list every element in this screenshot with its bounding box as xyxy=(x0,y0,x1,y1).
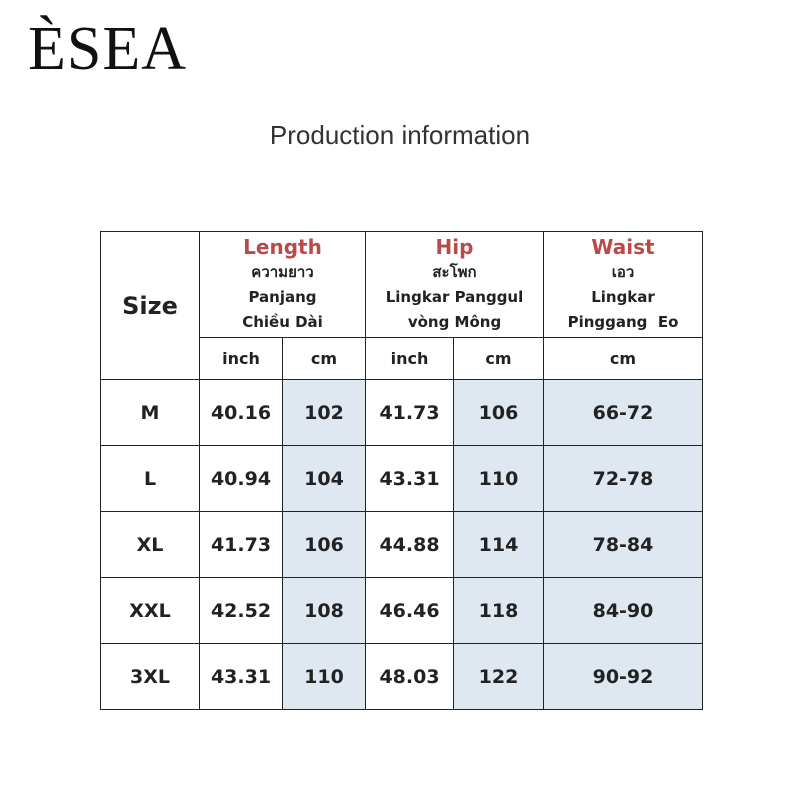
group-subtitle: Lingkar xyxy=(591,288,655,306)
value-cell: 108 xyxy=(282,577,366,644)
value-cell: 106 xyxy=(282,511,366,578)
group-header: Waist เอว Lingkar Pinggang Eo xyxy=(543,231,703,338)
logo: ÈSEA xyxy=(28,15,187,83)
unit-cell: cm xyxy=(282,337,366,380)
data-row: L 40.94 104 43.31 110 72-78 xyxy=(100,445,703,512)
value-cell: 40.94 xyxy=(199,445,283,512)
size-cell: L xyxy=(100,445,200,512)
value-cell: 66-72 xyxy=(543,379,703,446)
group-header: Hip สะโพก Lingkar Panggul vòng Mông xyxy=(365,231,544,338)
value-cell: 110 xyxy=(282,643,366,710)
value-cell: 43.31 xyxy=(365,445,454,512)
value-cell: 84-90 xyxy=(543,577,703,644)
size-table: Size Length ความยาว Panjang Chiều Dài Hip สะ… xyxy=(100,231,703,710)
group-name: Waist xyxy=(591,235,655,259)
value-cell: 102 xyxy=(282,379,366,446)
group-subtitle: vòng Mông xyxy=(407,313,502,331)
value-cell: 118 xyxy=(453,577,544,644)
group-subtitle: Chiều Dài xyxy=(242,313,323,331)
unit-cell: inch xyxy=(365,337,454,380)
data-row: M 40.16 102 41.73 106 66-72 xyxy=(100,379,703,446)
value-cell: 42.52 xyxy=(199,577,283,644)
value-cell: 104 xyxy=(282,445,366,512)
group-header: Length ความยาว Panjang Chiều Dài xyxy=(199,231,366,338)
value-cell: 72-78 xyxy=(543,445,703,512)
value-cell: 122 xyxy=(453,643,544,710)
unit-cell: cm xyxy=(543,337,703,380)
value-cell: 41.73 xyxy=(365,379,454,446)
value-cell: 41.73 xyxy=(199,511,283,578)
group-subtitle: เอว xyxy=(611,263,635,281)
group-subtitle: Panjang xyxy=(248,288,317,306)
unit-cell: cm xyxy=(453,337,544,380)
size-cell: XL xyxy=(100,511,200,578)
size-cell: M xyxy=(100,379,200,446)
size-header: Size xyxy=(100,231,200,380)
group-subtitle: Pinggang Eo xyxy=(567,313,679,331)
value-cell: 106 xyxy=(453,379,544,446)
group-subtitle: ความยาว xyxy=(251,263,314,281)
table-body: Size Length ความยาว Panjang Chiều Dài Hip สะ… xyxy=(100,231,703,710)
size-cell: XXL xyxy=(100,577,200,644)
value-cell: 44.88 xyxy=(365,511,454,578)
value-cell: 40.16 xyxy=(199,379,283,446)
group-subtitle: สะโพก xyxy=(432,263,477,281)
value-cell: 46.46 xyxy=(365,577,454,644)
value-cell: 43.31 xyxy=(199,643,283,710)
header-row: Size Length ความยาว Panjang Chiều Dài Hip สะ… xyxy=(100,231,703,380)
group-subtitle: Lingkar Panggul xyxy=(385,288,524,306)
unit-row: inch cm inch cm cm xyxy=(101,337,703,380)
group-name: Length xyxy=(243,235,322,259)
value-cell: 78-84 xyxy=(543,511,703,578)
title: Production information xyxy=(269,120,531,150)
data-row: XXL 42.52 108 46.46 118 84-90 xyxy=(100,577,703,644)
group-name: Hip xyxy=(435,235,474,259)
data-row: 3XL 43.31 110 48.03 122 90-92 xyxy=(100,643,703,710)
unit-cell: inch xyxy=(199,337,283,380)
value-cell: 48.03 xyxy=(365,643,454,710)
value-cell: 114 xyxy=(453,511,544,578)
size-cell: 3XL xyxy=(100,643,200,710)
value-cell: 90-92 xyxy=(543,643,703,710)
value-cell: 110 xyxy=(453,445,544,512)
data-row: XL 41.73 106 44.88 114 78-84 xyxy=(100,511,703,578)
